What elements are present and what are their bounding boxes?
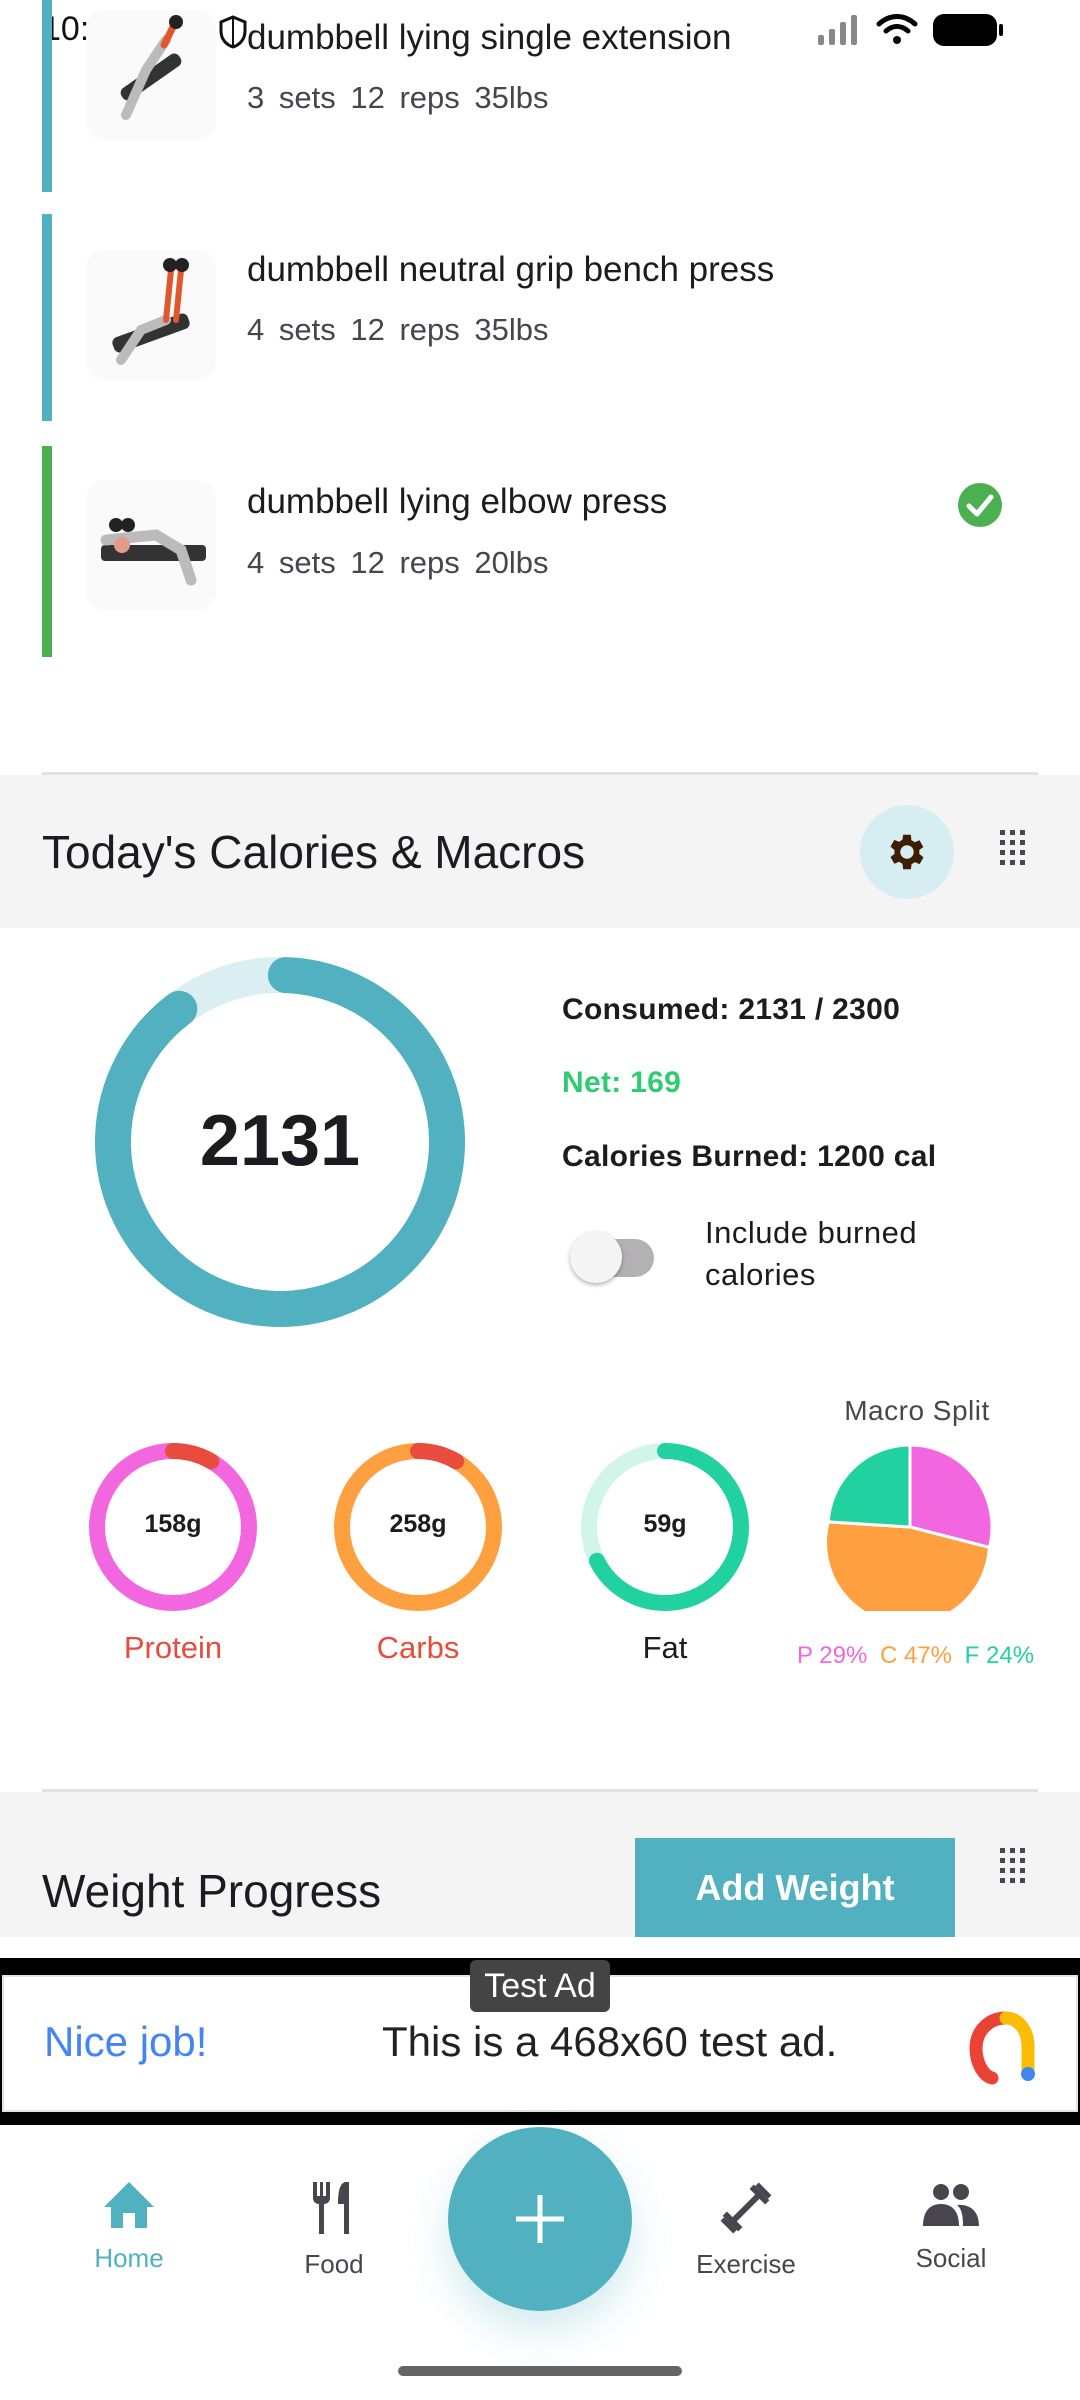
exercise-status-bar (42, 446, 52, 657)
calorie-ring-value: 2131 (199, 1101, 361, 1181)
fat-value: 59g (643, 1510, 687, 1538)
exercise-name[interactable]: dumbbell lying elbow press (247, 482, 668, 521)
calorie-progress-ring (94, 957, 465, 1332)
calories-section-title: Today's Calories & Macros (42, 826, 586, 878)
exercise-illustration-icon (112, 258, 190, 365)
exercise-name[interactable]: dumbbell lying single extension (247, 18, 732, 57)
legend-fat: F 24% (964, 1642, 1035, 1669)
exercise-details: 4 sets 12 reps 35lbs (247, 312, 548, 348)
include-burned-label: Include burned calories (705, 1215, 918, 1292)
fat-label: Fat (642, 1630, 688, 1665)
carbs-ring (333, 1442, 503, 1617)
gear-icon (890, 834, 924, 870)
home-icon (104, 2182, 154, 2228)
nav-social[interactable]: Social (871, 2180, 1031, 2274)
exercise-illustration-icon (100, 518, 206, 586)
drag-handle-icon[interactable] (1000, 830, 1025, 865)
carbs-value: 258g (389, 1510, 447, 1538)
exercise-details: 3 sets 12 reps 35lbs (247, 80, 548, 116)
protein-label: Protein (123, 1630, 223, 1665)
add-fab-button[interactable] (448, 2127, 632, 2311)
status-icons (816, 12, 1004, 48)
plus-icon (516, 2195, 564, 2243)
weight-section-title: Weight Progress (42, 1865, 382, 1917)
exercise-illustration-icon (120, 15, 183, 120)
include-burned-toggle[interactable] (570, 1227, 656, 1283)
ad-body[interactable]: This is a 468x60 test ad. (382, 2018, 838, 2065)
exercise-sets: 3 sets (247, 80, 336, 115)
exercise-thumbnail[interactable] (86, 10, 216, 140)
macro-split-legend: P 29% C 47% F 24% (797, 1642, 1034, 1670)
fat-ring (580, 1442, 750, 1617)
nav-food-label: Food (304, 2249, 364, 2279)
exercise-name[interactable]: dumbbell neutral grip bench press (247, 250, 775, 289)
exercise-thumbnail[interactable] (86, 480, 216, 610)
nav-social-label: Social (915, 2243, 987, 2273)
exercise-sets: 4 sets (247, 312, 336, 347)
home-indicator[interactable] (398, 2366, 682, 2376)
exercise-weight: 35lbs (474, 312, 549, 347)
drag-handle-icon[interactable] (1000, 1848, 1025, 1883)
exercise-weight: 35lbs (474, 80, 549, 115)
nav-food[interactable]: Food (254, 2180, 414, 2280)
shield-icon (218, 14, 248, 55)
consumed-stat: Consumed: 2131 / 2300 (562, 993, 901, 1026)
exercise-details: 4 sets 12 reps 20lbs (247, 545, 548, 581)
exercise-reps: 12 reps (350, 80, 460, 115)
nav-home[interactable]: Home (49, 2180, 209, 2274)
add-weight-button[interactable]: Add Weight (635, 1838, 955, 1937)
protein-ring (88, 1442, 258, 1617)
protein-value: 158g (144, 1510, 202, 1538)
legend-carbs: C 47% (879, 1642, 952, 1669)
burned-stat: Calories Burned: 1200 cal (562, 1140, 937, 1173)
utensils-icon (313, 2182, 349, 2234)
exercise-sets: 4 sets (247, 545, 336, 580)
section-divider (42, 1789, 1038, 1792)
wifi-icon (876, 14, 918, 44)
nav-exercise[interactable]: Exercise (666, 2180, 826, 2280)
adchoices-logo-icon (966, 2010, 1038, 2091)
net-stat: Net: 169 (562, 1066, 682, 1099)
exercise-reps: 12 reps (350, 545, 460, 580)
nav-home-label: Home (94, 2243, 164, 2273)
carbs-label: Carbs (376, 1630, 460, 1665)
exercise-status-bar (42, 0, 52, 192)
dumbbell-icon (720, 2182, 772, 2234)
exercise-weight: 20lbs (474, 545, 549, 580)
test-ad-badge: Test Ad (470, 1960, 610, 2012)
macro-split-title: Macro Split (844, 1395, 990, 1426)
section-divider (42, 772, 1038, 775)
macro-split-pie-chart (824, 1443, 994, 1627)
battery-icon (933, 14, 1003, 46)
exercise-reps: 12 reps (350, 312, 460, 347)
nav-exercise-label: Exercise (696, 2249, 796, 2279)
calorie-settings-button[interactable] (860, 805, 954, 899)
ad-headline[interactable]: Nice job! (44, 2018, 208, 2065)
exercise-thumbnail[interactable] (86, 250, 216, 380)
legend-protein: P 29% (797, 1642, 868, 1669)
completed-check-icon (957, 482, 1003, 533)
people-icon (923, 2184, 979, 2226)
signal-icon (818, 15, 857, 45)
exercise-status-bar (42, 214, 52, 421)
